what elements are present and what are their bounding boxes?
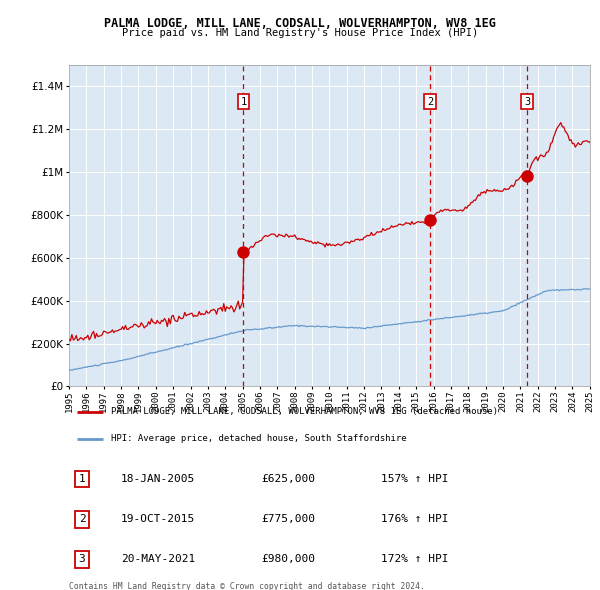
Text: 157% ↑ HPI: 157% ↑ HPI (382, 474, 449, 484)
Text: £625,000: £625,000 (262, 474, 316, 484)
Text: 18-JAN-2005: 18-JAN-2005 (121, 474, 196, 484)
Text: PALMA LODGE, MILL LANE, CODSALL, WOLVERHAMPTON, WV8 1EG (detached house): PALMA LODGE, MILL LANE, CODSALL, WOLVERH… (110, 407, 497, 417)
Text: 172% ↑ HPI: 172% ↑ HPI (382, 555, 449, 564)
Text: 3: 3 (524, 97, 530, 107)
Text: Contains HM Land Registry data © Crown copyright and database right 2024.: Contains HM Land Registry data © Crown c… (69, 582, 425, 590)
Text: £775,000: £775,000 (262, 514, 316, 524)
Text: Price paid vs. HM Land Registry's House Price Index (HPI): Price paid vs. HM Land Registry's House … (122, 28, 478, 38)
Text: 20-MAY-2021: 20-MAY-2021 (121, 555, 196, 564)
Text: 1: 1 (241, 97, 247, 107)
Text: HPI: Average price, detached house, South Staffordshire: HPI: Average price, detached house, Sout… (110, 434, 406, 444)
Text: 176% ↑ HPI: 176% ↑ HPI (382, 514, 449, 524)
Text: 2: 2 (79, 514, 85, 524)
Text: £980,000: £980,000 (262, 555, 316, 564)
Text: PALMA LODGE, MILL LANE, CODSALL, WOLVERHAMPTON, WV8 1EG: PALMA LODGE, MILL LANE, CODSALL, WOLVERH… (104, 17, 496, 30)
Text: 1: 1 (79, 474, 85, 484)
Text: 2: 2 (427, 97, 433, 107)
Text: 19-OCT-2015: 19-OCT-2015 (121, 514, 196, 524)
Text: 3: 3 (79, 555, 85, 564)
